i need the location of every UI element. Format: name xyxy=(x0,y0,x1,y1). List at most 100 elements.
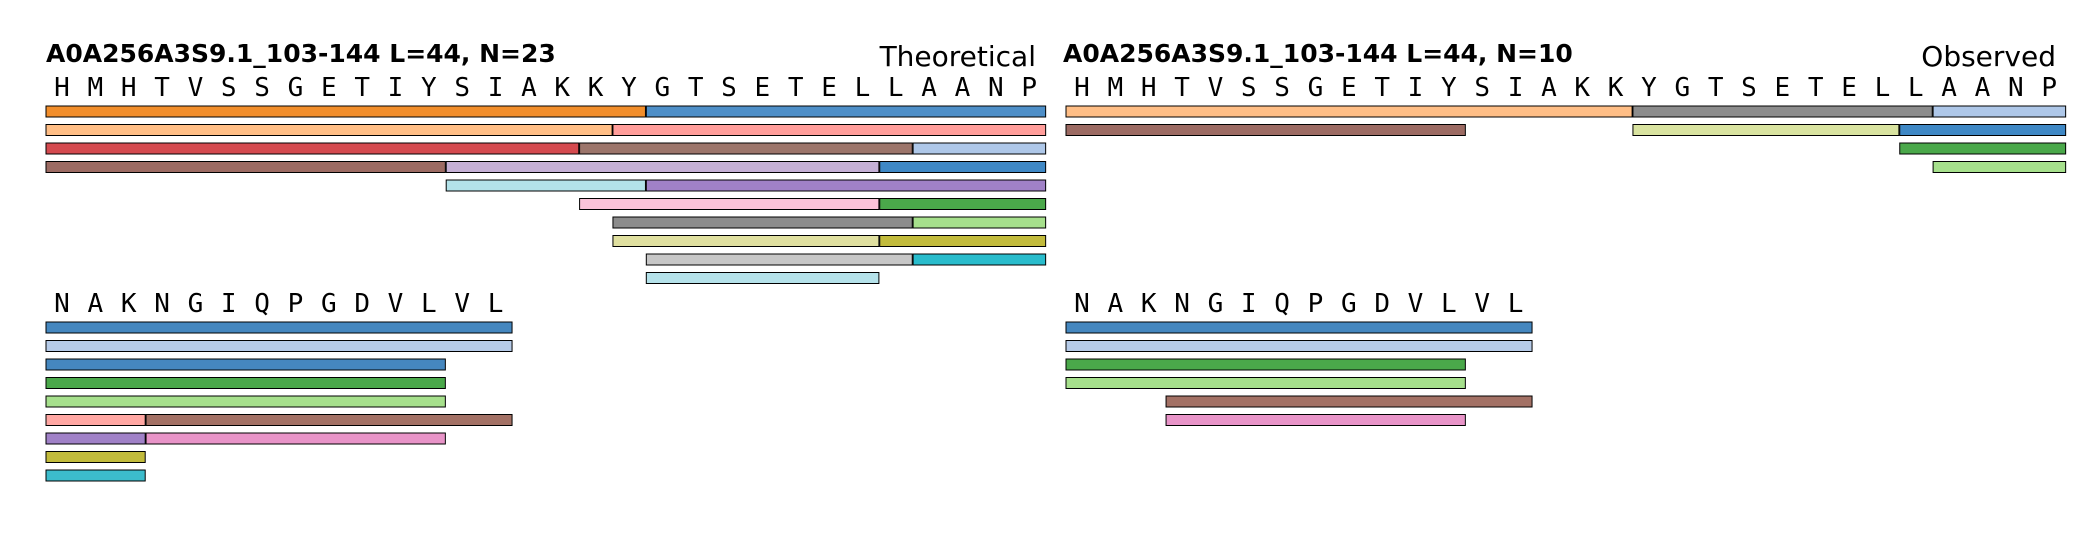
peptide-segment xyxy=(1065,124,1466,136)
peptide-segment xyxy=(579,198,880,210)
residue-letter: H xyxy=(121,73,137,103)
residue-letter: I xyxy=(388,73,404,103)
residue-letter: N xyxy=(54,289,70,319)
peptide-segment xyxy=(45,340,513,352)
residue-letter: T xyxy=(1808,73,1824,103)
residue-letter: E xyxy=(1841,73,1857,103)
peptide-segment xyxy=(45,142,580,155)
peptide-segment xyxy=(145,432,446,445)
residue-letter: G xyxy=(654,73,670,103)
residue-letter: E xyxy=(1775,73,1791,103)
peptide-segment xyxy=(45,377,446,389)
residue-letter: H xyxy=(54,73,70,103)
residue-letter: Q xyxy=(254,289,270,319)
residue-letter: A xyxy=(1941,73,1957,103)
residue-letter: E xyxy=(1341,73,1357,103)
peptide-segment xyxy=(45,358,446,371)
residue-letter: N xyxy=(1074,289,1090,319)
residue-letter: L xyxy=(888,73,904,103)
residue-letter: V xyxy=(1208,73,1224,103)
residue-letter: A xyxy=(955,73,971,103)
residue-letter: D xyxy=(1374,289,1390,319)
peptide-segment xyxy=(1065,105,1633,118)
panel-label: Observed xyxy=(1921,40,2056,73)
residue-letter: Y xyxy=(1441,73,1457,103)
residue-letter: K xyxy=(121,289,137,319)
peptide-segment xyxy=(912,216,1047,229)
residue-letter: T xyxy=(354,73,370,103)
peptide-segment xyxy=(45,469,146,482)
residue-letter: T xyxy=(788,73,804,103)
peptide-segment xyxy=(1065,321,1533,334)
residue-letter: I xyxy=(1508,73,1524,103)
residue-letter: L xyxy=(1441,289,1457,319)
residue-letter: A xyxy=(521,73,537,103)
peptide-segments xyxy=(45,105,1047,482)
residue-letter: G xyxy=(1208,289,1224,319)
residue-letter: A xyxy=(88,289,104,319)
residue-letter: G xyxy=(188,289,204,319)
peptide-segment xyxy=(445,179,646,192)
peptide-segment xyxy=(1632,105,1933,118)
peptide-segment xyxy=(1165,414,1466,426)
residue-letter: K xyxy=(1141,289,1157,319)
residue-letter: S xyxy=(1274,73,1290,103)
residue-letter: I xyxy=(1241,289,1257,319)
residue-letter: H xyxy=(1141,73,1157,103)
residue-letter: N xyxy=(154,289,170,319)
residue-letter: S xyxy=(454,73,470,103)
residue-letter: A xyxy=(1108,289,1124,319)
peptide-segment xyxy=(1932,161,2067,173)
peptide-segment xyxy=(1065,358,1466,371)
peptide-segment xyxy=(879,198,1047,210)
residue-letter: S xyxy=(721,73,737,103)
residue-letter: M xyxy=(88,73,104,103)
residue-letter: T xyxy=(1708,73,1724,103)
residue-letter: I xyxy=(221,289,237,319)
residue-letter: N xyxy=(2008,73,2024,103)
residue-letter: T xyxy=(154,73,170,103)
peptide-segment xyxy=(45,161,446,173)
residue-letter: A xyxy=(1975,73,1991,103)
peptide-segment xyxy=(45,321,513,334)
peptide-segment xyxy=(45,105,646,118)
residue-letter: V xyxy=(1474,289,1490,319)
theoretical-panel: A0A256A3S9.1_103-144 L=44, N=23 Theoreti… xyxy=(45,39,1047,482)
residue-letter: M xyxy=(1108,73,1124,103)
residue-letter: Y xyxy=(421,73,437,103)
peptide-segment xyxy=(912,142,1047,155)
residue-letter: L xyxy=(421,289,437,319)
peptide-segment xyxy=(1632,124,1900,136)
residue-letter: P xyxy=(2041,73,2057,103)
residue-letter: G xyxy=(1308,73,1324,103)
peptide-segment xyxy=(879,161,1047,173)
residue-letters: H M H T V S S G E T I Y S I A K K Y G T S E T E L L A A N PN A K N G I Q P G D… xyxy=(54,73,1037,319)
peptide-segment xyxy=(645,272,880,284)
peptide-segment xyxy=(612,235,880,247)
panel-title: A0A256A3S9.1_103-144 L=44, N=10 xyxy=(1063,39,1573,68)
peptide-segment xyxy=(879,235,1047,247)
peptide-segment xyxy=(45,414,146,426)
peptide-segment xyxy=(1932,105,2067,118)
peptide-segment xyxy=(145,414,513,426)
residue-letter: K xyxy=(588,73,604,103)
residue-letter: G xyxy=(321,289,337,319)
residue-letter: L xyxy=(855,73,871,103)
residue-letters: H M H T V S S G E T I Y S I A K K Y G T S E T E L L A A N PN A K N G I Q P G D… xyxy=(1074,73,2057,319)
peptide-segment xyxy=(1165,395,1533,408)
peptide-segment xyxy=(45,451,146,463)
peptide-segment xyxy=(1065,377,1466,389)
peptide-segment xyxy=(645,253,913,266)
residue-letter: K xyxy=(554,73,570,103)
residue-letter: E xyxy=(755,73,771,103)
residue-letter: V xyxy=(388,289,404,319)
residue-letter: E xyxy=(321,73,337,103)
peptide-segment xyxy=(1899,124,2067,136)
residue-letter: S xyxy=(254,73,270,103)
residue-letter: A xyxy=(921,73,937,103)
residue-letter: K xyxy=(1608,73,1624,103)
residue-letter: A xyxy=(1541,73,1557,103)
residue-letter: Y xyxy=(621,73,637,103)
peptide-segments xyxy=(1065,105,2067,426)
